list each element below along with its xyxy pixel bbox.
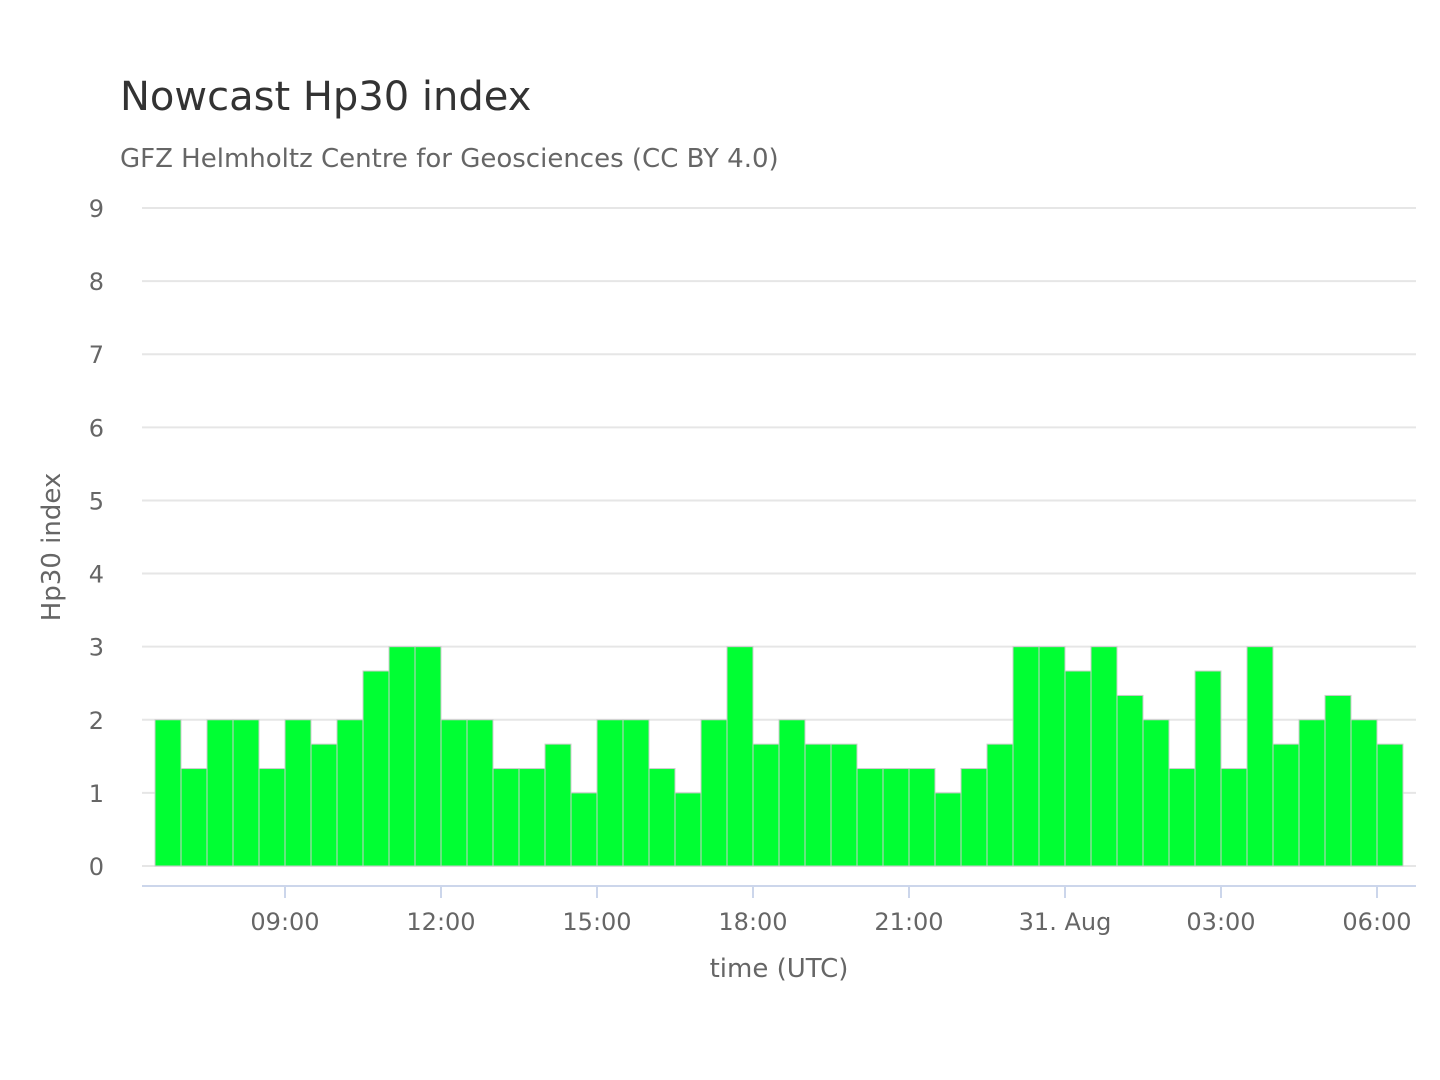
bar bbox=[154, 719, 182, 867]
y-tick-label: 7 bbox=[89, 341, 104, 369]
bar bbox=[830, 743, 858, 867]
bar bbox=[934, 792, 962, 867]
x-tick-label: 15:00 bbox=[562, 908, 631, 936]
bar bbox=[622, 719, 650, 867]
axes: 0 1 2 3 4 5 6 7 8 9 09:00 12:00 15:00 18:00 21:00 31. A… bbox=[89, 195, 1416, 936]
bar bbox=[1376, 743, 1404, 867]
bar bbox=[1168, 768, 1196, 867]
bar-series bbox=[154, 646, 1404, 867]
x-tick-label: 12:00 bbox=[406, 908, 475, 936]
bar bbox=[440, 719, 468, 867]
bar bbox=[284, 719, 312, 867]
bar bbox=[1194, 670, 1222, 867]
bar bbox=[726, 646, 754, 867]
x-tick-label: 18:00 bbox=[718, 908, 787, 936]
bar bbox=[856, 768, 884, 867]
bar bbox=[1298, 719, 1326, 867]
chart-subtitle: GFZ Helmholtz Centre for Geosciences (CC… bbox=[120, 144, 779, 174]
bar bbox=[414, 646, 442, 867]
x-tick-label: 03:00 bbox=[1186, 908, 1255, 936]
bar bbox=[1272, 743, 1300, 867]
x-tick-label: 09:00 bbox=[250, 908, 319, 936]
bar bbox=[596, 719, 624, 867]
bar bbox=[1038, 646, 1066, 867]
bar bbox=[648, 768, 676, 867]
x-axis-title: time (UTC) bbox=[710, 954, 849, 984]
bar bbox=[180, 768, 208, 867]
bar bbox=[336, 719, 364, 867]
bar bbox=[544, 743, 572, 867]
bar bbox=[258, 768, 286, 867]
bar bbox=[1142, 719, 1170, 867]
y-tick-label: 5 bbox=[89, 487, 104, 515]
bar bbox=[778, 719, 806, 867]
y-tick-label: 4 bbox=[89, 561, 104, 589]
bar bbox=[804, 743, 832, 867]
bar bbox=[1012, 646, 1040, 867]
bar bbox=[1350, 719, 1378, 867]
bar bbox=[1324, 694, 1352, 867]
bar bbox=[1090, 646, 1118, 867]
x-tick-label: 31. Aug bbox=[1019, 908, 1112, 936]
bar bbox=[1246, 646, 1274, 867]
y-tick-label: 3 bbox=[89, 634, 104, 662]
bar bbox=[570, 792, 598, 867]
bar bbox=[518, 768, 546, 867]
y-tick-label: 6 bbox=[89, 414, 104, 442]
y-tick-label: 0 bbox=[89, 853, 104, 881]
bar bbox=[882, 768, 910, 867]
chart-title: Nowcast Hp30 index bbox=[120, 74, 532, 120]
bar bbox=[960, 768, 988, 867]
bar bbox=[908, 768, 936, 867]
y-axis-title: Hp30 index bbox=[37, 473, 67, 622]
bar bbox=[362, 670, 390, 867]
y-tick-label: 2 bbox=[89, 707, 104, 735]
y-tick-label: 9 bbox=[89, 195, 104, 223]
bar bbox=[674, 792, 702, 867]
bar bbox=[700, 719, 728, 867]
bar bbox=[492, 768, 520, 867]
x-tick-label: 06:00 bbox=[1342, 908, 1411, 936]
bar bbox=[752, 743, 780, 867]
x-tick-label: 21:00 bbox=[874, 908, 943, 936]
bar bbox=[206, 719, 234, 867]
y-tick-label: 8 bbox=[89, 268, 104, 296]
bar bbox=[1116, 694, 1144, 867]
bar bbox=[388, 646, 416, 867]
y-tick-label: 1 bbox=[89, 780, 104, 808]
bar bbox=[986, 743, 1014, 867]
bar bbox=[1064, 670, 1092, 867]
bar bbox=[466, 719, 494, 867]
bar bbox=[1220, 768, 1248, 867]
bar bbox=[232, 719, 260, 867]
bar bbox=[310, 743, 338, 867]
